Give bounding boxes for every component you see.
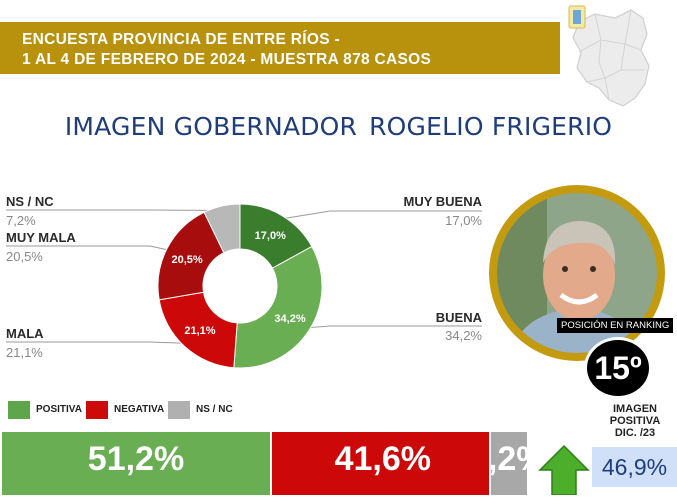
slice-value-label-muy-buena: 17,0% bbox=[255, 230, 286, 242]
previous-image-line-3: DIC. /23 bbox=[590, 427, 677, 439]
previous-image-line-1: IMAGEN bbox=[590, 403, 677, 415]
callout-label-muy-buena: MUY BUENA bbox=[380, 194, 482, 209]
ranking-badge: 15º bbox=[584, 337, 652, 399]
callout-value-buena: 34,2% bbox=[380, 328, 482, 343]
previous-image-value: 46,9% bbox=[592, 447, 677, 487]
callout-label-mala: MALA bbox=[6, 326, 44, 341]
slice-value-label-mala: 21,1% bbox=[184, 325, 215, 337]
governor-portrait bbox=[487, 183, 667, 363]
legend-swatch-nsnc bbox=[168, 401, 190, 419]
summary-segment-negativa: 41,6% bbox=[272, 432, 489, 495]
callout-value-muy-mala: 20,5% bbox=[6, 249, 43, 264]
donut-hole bbox=[203, 249, 277, 323]
callout-label-buena: BUENA bbox=[380, 310, 482, 325]
legend-swatch-negativa bbox=[86, 401, 108, 419]
callout-value-mala: 21,1% bbox=[6, 345, 43, 360]
callout-label-muy-mala: MUY MALA bbox=[6, 230, 76, 245]
summary-value-positiva: 51,2% bbox=[2, 440, 270, 479]
legend-swatch-positiva bbox=[8, 401, 30, 419]
summary-segment-positiva: 51,2% bbox=[2, 432, 270, 495]
slice-value-label-buena: 34,2% bbox=[274, 313, 305, 325]
previous-image-heading: IMAGEN POSITIVA DIC. /23 bbox=[590, 403, 677, 439]
leader-line-mala bbox=[6, 342, 188, 343]
legend-label-positiva: POSITIVA bbox=[36, 404, 82, 415]
callout-value-muy-buena: 17,0% bbox=[380, 213, 482, 228]
callout-label-nsnc: NS / NC bbox=[6, 194, 54, 209]
arrow-up-icon bbox=[538, 444, 590, 495]
slice-value-label-muy-mala: 20,5% bbox=[171, 254, 202, 266]
ranking-label: POSICIÓN EN RANKING bbox=[557, 318, 673, 333]
summary-segment-nsnc: 7,2% bbox=[491, 432, 527, 495]
callout-value-nsnc: 7,2% bbox=[6, 213, 36, 228]
summary-value-negativa: 41,6% bbox=[335, 440, 431, 479]
summary-value-nsnc: 7,2% bbox=[491, 440, 527, 479]
legend-label-negativa: NEGATIVA bbox=[114, 404, 164, 415]
previous-image-line-2: POSITIVA bbox=[590, 415, 677, 427]
legend-label-nsnc: NS / NC bbox=[196, 404, 233, 415]
